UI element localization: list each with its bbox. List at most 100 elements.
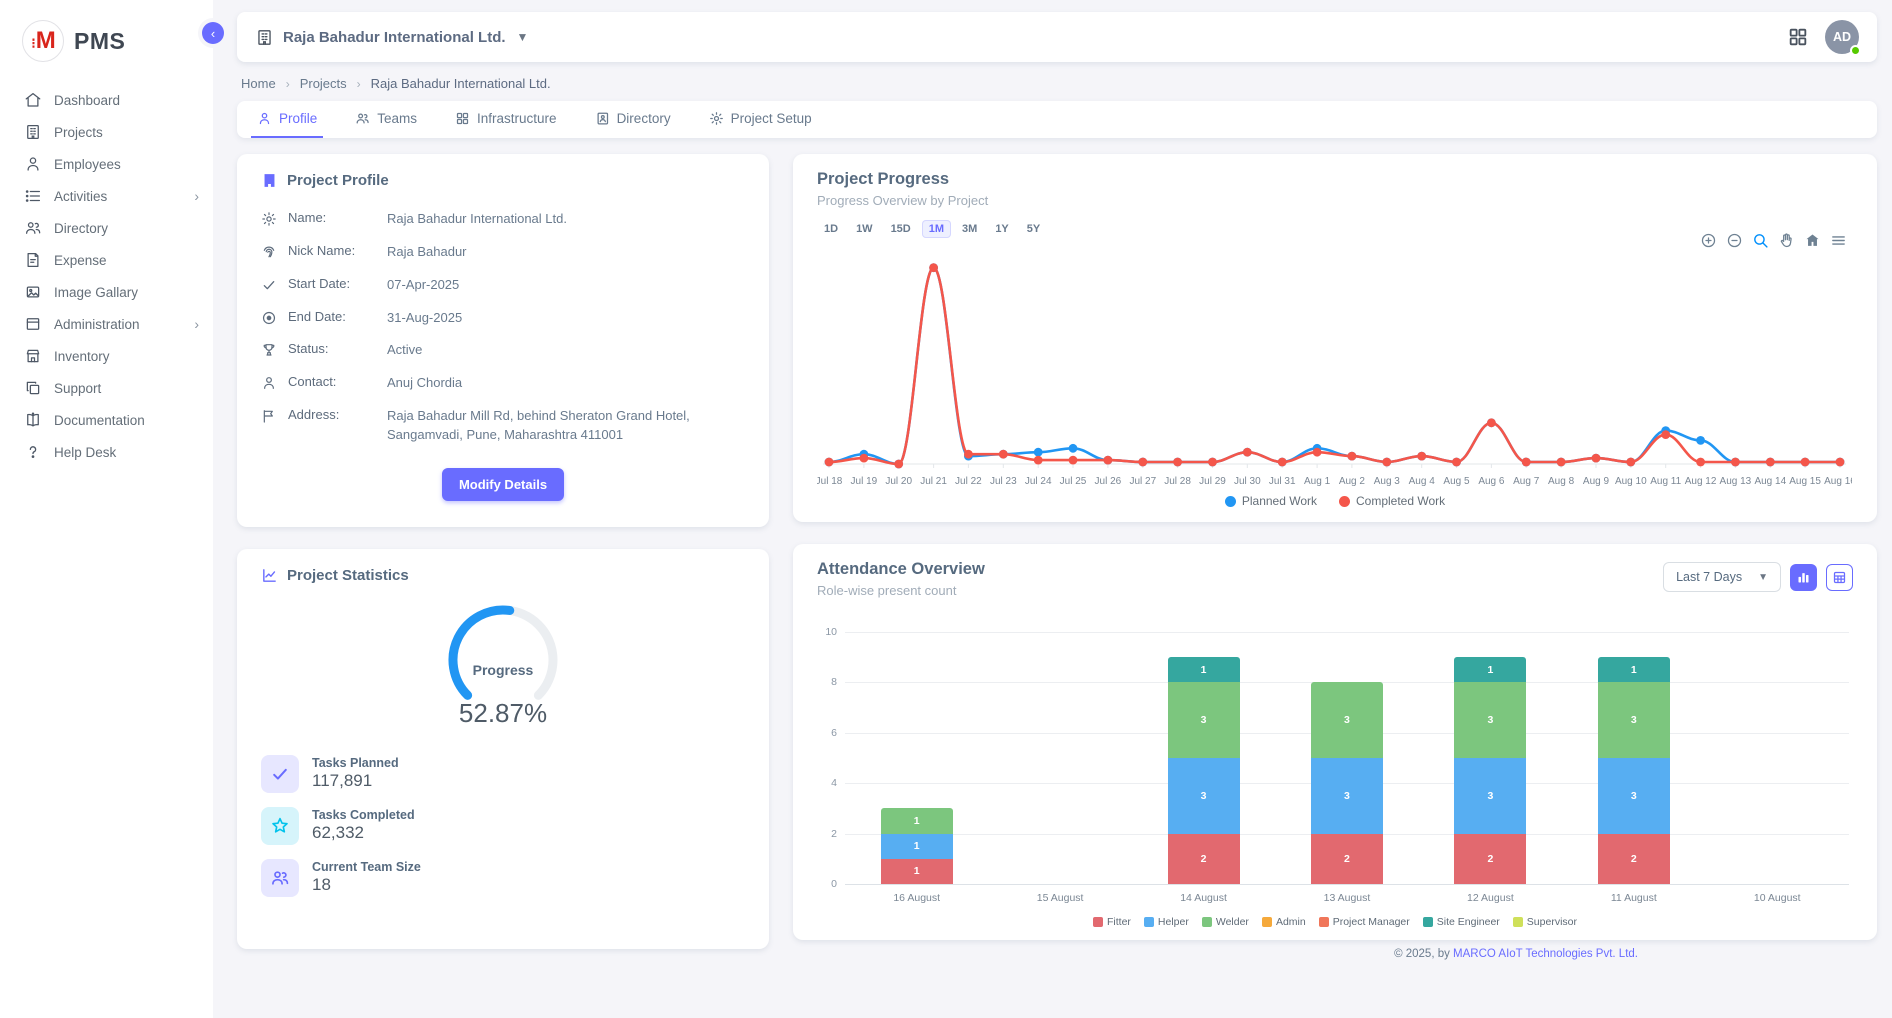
record-circle-icon [261, 310, 277, 326]
data-point [929, 263, 938, 272]
sidebar-item-administration[interactable]: Administration › [0, 308, 213, 340]
bar-segment: 3 [1168, 682, 1240, 758]
image-icon [24, 283, 42, 301]
tab-teams[interactable]: Teams [349, 101, 423, 138]
legend-swatch [1093, 917, 1103, 927]
data-point [1452, 458, 1461, 467]
selection-zoom-icon[interactable] [1752, 232, 1769, 249]
range-1m-button[interactable]: 1M [922, 220, 951, 238]
data-point [999, 450, 1008, 459]
legend-item[interactable]: Planned Work [1225, 494, 1317, 508]
breadcrumb-home[interactable]: Home [241, 76, 276, 91]
x-axis-label: 14 August [1132, 892, 1275, 904]
x-axis-label: Jul 24 [1025, 476, 1052, 487]
zoom-in-icon[interactable] [1700, 232, 1717, 249]
y-axis-label: 6 [831, 727, 837, 739]
chart-line-icon [261, 567, 278, 584]
card-title: Project Profile [287, 172, 389, 189]
chevron-right-icon: › [194, 188, 199, 204]
range-3m-button[interactable]: 3M [955, 220, 984, 238]
modify-details-button[interactable]: Modify Details [442, 468, 564, 501]
range-1w-button[interactable]: 1W [849, 220, 880, 238]
sidebar-item-inventory[interactable]: Inventory [0, 340, 213, 372]
sidebar-item-support[interactable]: Support [0, 372, 213, 404]
app-logo[interactable]: M PMS [0, 0, 213, 78]
bar-segment: 2 [1598, 834, 1670, 884]
sidebar-item-employees[interactable]: Employees [0, 148, 213, 180]
footer-company-link[interactable]: MARCO AIoT Technologies Pvt. Ltd. [1453, 948, 1638, 960]
x-axis-label: Jul 29 [1199, 476, 1226, 487]
data-point [1557, 458, 1566, 467]
range-5y-button[interactable]: 5Y [1020, 220, 1047, 238]
gauge-arc [438, 598, 568, 714]
sidebar-collapse-button[interactable]: ‹ [202, 22, 224, 44]
chart-title: Project Progress [817, 170, 1853, 189]
tab-directory[interactable]: Directory [589, 101, 677, 138]
person-icon [257, 111, 272, 126]
legend-item[interactable]: Welder [1202, 916, 1249, 928]
x-axis-label: Aug 2 [1339, 476, 1366, 487]
x-axis-label: Jul 31 [1269, 476, 1296, 487]
sidebar-item-activities[interactable]: Activities › [0, 180, 213, 212]
menu-icon[interactable] [1830, 232, 1847, 249]
stat-current-team-size: Current Team Size 18 [261, 859, 745, 897]
range-15d-button[interactable]: 15D [884, 220, 918, 238]
sidebar-item-dashboard[interactable]: Dashboard [0, 84, 213, 116]
sidebar: M PMS Dashboard Projects Employees Activ… [0, 0, 213, 1018]
legend-item[interactable]: Helper [1144, 916, 1189, 928]
bar-segment: 1 [1168, 657, 1240, 682]
x-axis-label: Aug 13 [1720, 476, 1752, 487]
user-avatar[interactable]: AD [1825, 20, 1859, 54]
gear-icon [261, 211, 277, 227]
y-axis-label: 0 [831, 878, 837, 890]
logo-icon: M [22, 20, 64, 62]
data-point [1522, 458, 1531, 467]
range-1y-button[interactable]: 1Y [988, 220, 1015, 238]
tab-profile[interactable]: Profile [251, 101, 323, 138]
legend-item[interactable]: Admin [1262, 916, 1306, 928]
breadcrumb-projects[interactable]: Projects [300, 76, 347, 91]
x-axis-label: Aug 11 [1650, 476, 1681, 487]
sidebar-item-expense[interactable]: Expense [0, 244, 213, 276]
legend-swatch [1423, 917, 1433, 927]
profile-field-nickname: Nick Name: Raja Bahadur [261, 236, 745, 269]
x-axis-label: Aug 16 [1824, 476, 1852, 487]
archive-icon [24, 315, 42, 333]
legend-item[interactable]: Completed Work [1339, 494, 1445, 508]
range-1d-button[interactable]: 1D [817, 220, 845, 238]
progress-gauge: Progress 52.87% [261, 598, 745, 729]
pan-hand-icon[interactable] [1778, 232, 1795, 249]
sidebar-item-help-desk[interactable]: Help Desk [0, 436, 213, 468]
data-point [825, 458, 834, 467]
legend-item[interactable]: Supervisor [1513, 916, 1577, 928]
x-axis-label: Aug 12 [1685, 476, 1717, 487]
data-point [1034, 456, 1043, 465]
gear-icon [709, 111, 724, 126]
tab-infrastructure[interactable]: Infrastructure [449, 101, 563, 138]
home-reset-icon[interactable] [1804, 232, 1821, 249]
data-point [1348, 452, 1357, 461]
company-selector[interactable]: Raja Bahadur International Ltd. ▼ [255, 28, 528, 47]
tabs-bar: Profile Teams Infrastructure Directory P… [237, 101, 1877, 138]
zoom-out-icon[interactable] [1726, 232, 1743, 249]
days-filter-select[interactable]: Last 7 Days ▼ [1663, 562, 1781, 592]
x-axis-label: Jul 21 [920, 476, 947, 487]
table-view-toggle-button[interactable] [1826, 564, 1853, 591]
sidebar-item-projects[interactable]: Projects [0, 116, 213, 148]
legend-swatch [1144, 917, 1154, 927]
shop-icon [24, 347, 42, 365]
legend-item[interactable]: Fitter [1093, 916, 1131, 928]
bar-view-toggle-button[interactable] [1790, 564, 1817, 591]
sidebar-item-directory[interactable]: Directory [0, 212, 213, 244]
project-progress-card: Project Progress Progress Overview by Pr… [793, 154, 1877, 522]
sidebar-item-documentation[interactable]: Documentation [0, 404, 213, 436]
legend-item[interactable]: Site Engineer [1423, 916, 1500, 928]
x-axis-label: Aug 14 [1754, 476, 1786, 487]
bar-segment: 3 [1454, 758, 1526, 834]
legend-item[interactable]: Project Manager [1319, 916, 1410, 928]
apps-grid-icon[interactable] [1787, 26, 1809, 48]
sidebar-item-image-gallary[interactable]: Image Gallary [0, 276, 213, 308]
gauge-label: Progress [438, 662, 568, 678]
tab-project-setup[interactable]: Project Setup [703, 101, 818, 138]
data-point [964, 450, 973, 459]
